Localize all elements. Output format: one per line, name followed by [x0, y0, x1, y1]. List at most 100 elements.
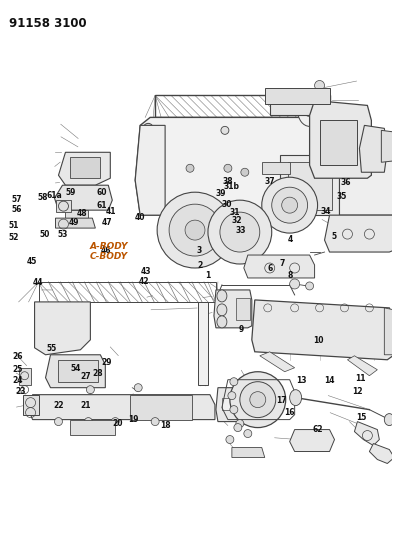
Text: 33: 33	[236, 226, 246, 235]
Polygon shape	[260, 352, 295, 372]
Text: 2: 2	[198, 261, 203, 270]
Bar	[262, 162, 290, 174]
Ellipse shape	[217, 290, 227, 302]
Text: 22: 22	[53, 401, 64, 410]
Ellipse shape	[230, 406, 238, 414]
Polygon shape	[360, 125, 387, 172]
Text: 41: 41	[106, 207, 116, 216]
Ellipse shape	[236, 419, 244, 427]
Text: 27: 27	[81, 372, 92, 381]
Bar	[265, 88, 329, 104]
Ellipse shape	[217, 304, 227, 316]
Text: 57: 57	[12, 195, 22, 204]
Ellipse shape	[250, 392, 266, 408]
Polygon shape	[384, 308, 393, 355]
Polygon shape	[290, 430, 334, 451]
Polygon shape	[310, 100, 371, 178]
Text: 14: 14	[324, 376, 335, 385]
Text: 50: 50	[39, 230, 50, 239]
Ellipse shape	[84, 417, 92, 425]
Text: 55: 55	[46, 344, 57, 353]
Ellipse shape	[301, 100, 318, 116]
Text: 34: 34	[320, 207, 331, 216]
Ellipse shape	[290, 390, 301, 406]
Text: 38: 38	[222, 177, 233, 186]
Bar	[130, 394, 192, 419]
Polygon shape	[59, 152, 110, 185]
Text: A-BODY
C-BODY: A-BODY C-BODY	[89, 242, 128, 261]
Ellipse shape	[306, 282, 314, 290]
Polygon shape	[55, 185, 112, 210]
Text: 40: 40	[134, 213, 145, 222]
Bar	[39, 282, 216, 302]
Polygon shape	[18, 368, 31, 385]
Polygon shape	[252, 300, 393, 360]
Text: 3: 3	[196, 246, 202, 255]
Ellipse shape	[221, 126, 229, 134]
Ellipse shape	[230, 378, 238, 386]
Bar	[155, 95, 329, 117]
Polygon shape	[70, 419, 115, 434]
Ellipse shape	[262, 177, 318, 233]
Ellipse shape	[220, 212, 260, 252]
Text: 46: 46	[100, 246, 111, 255]
Bar	[59, 360, 98, 382]
Polygon shape	[347, 356, 377, 376]
Text: 32: 32	[232, 216, 242, 225]
Polygon shape	[288, 162, 332, 210]
Polygon shape	[320, 120, 357, 165]
Text: 53: 53	[57, 230, 68, 239]
Text: 51: 51	[8, 221, 18, 230]
Polygon shape	[232, 448, 265, 457]
Text: 39: 39	[215, 189, 226, 198]
Polygon shape	[135, 117, 340, 215]
Polygon shape	[381, 131, 393, 162]
Text: 48: 48	[77, 209, 88, 218]
Text: 35: 35	[336, 192, 347, 201]
Text: 31: 31	[230, 208, 240, 217]
Text: 15: 15	[356, 413, 366, 422]
Bar	[57, 200, 72, 212]
Ellipse shape	[226, 435, 234, 443]
Ellipse shape	[169, 204, 221, 256]
Polygon shape	[55, 218, 95, 228]
Ellipse shape	[217, 316, 227, 328]
Ellipse shape	[244, 430, 252, 438]
Text: 47: 47	[102, 219, 112, 228]
Polygon shape	[29, 394, 215, 419]
Polygon shape	[325, 215, 393, 252]
Polygon shape	[369, 443, 393, 464]
Text: 23: 23	[16, 387, 26, 397]
Text: 54: 54	[71, 364, 81, 373]
Ellipse shape	[298, 94, 321, 126]
Polygon shape	[35, 302, 90, 355]
Text: 9: 9	[239, 325, 244, 334]
Ellipse shape	[111, 417, 119, 425]
Text: 10: 10	[314, 336, 324, 345]
Ellipse shape	[272, 187, 308, 223]
Ellipse shape	[230, 372, 286, 427]
Text: 13: 13	[296, 376, 307, 385]
Text: 52: 52	[8, 233, 18, 243]
Ellipse shape	[282, 197, 298, 213]
Ellipse shape	[241, 168, 249, 176]
Bar	[198, 302, 208, 385]
Text: 25: 25	[12, 365, 22, 374]
Text: 26: 26	[12, 352, 22, 361]
Polygon shape	[214, 290, 252, 328]
Ellipse shape	[248, 392, 256, 400]
Text: 17: 17	[277, 396, 287, 405]
Polygon shape	[46, 355, 105, 387]
Bar	[155, 95, 329, 117]
Ellipse shape	[86, 386, 94, 394]
Polygon shape	[280, 155, 340, 215]
Ellipse shape	[240, 382, 276, 417]
Text: 43: 43	[141, 268, 152, 276]
Ellipse shape	[151, 417, 159, 425]
Text: 58: 58	[38, 193, 48, 202]
Ellipse shape	[314, 80, 325, 91]
Polygon shape	[270, 100, 320, 116]
Ellipse shape	[228, 392, 236, 400]
Text: 31b: 31b	[224, 182, 240, 191]
Text: 30: 30	[222, 200, 232, 209]
